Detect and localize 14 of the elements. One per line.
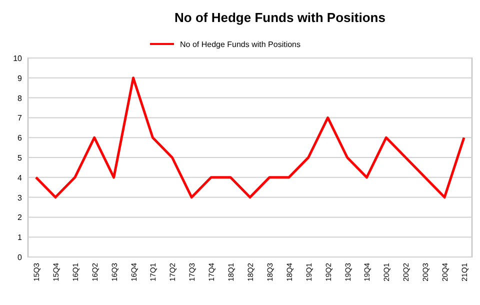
y-tick-label: 1 bbox=[18, 233, 23, 242]
chart-title: No of Hedge Funds with Positions bbox=[174, 10, 386, 25]
y-tick-label: 7 bbox=[18, 114, 23, 123]
y-tick-label: 8 bbox=[18, 94, 23, 103]
y-tick-label: 2 bbox=[18, 213, 23, 222]
y-tick-label: 5 bbox=[18, 154, 23, 162]
legend-label: No of Hedge Funds with Positions bbox=[180, 40, 301, 49]
y-tick-label: 6 bbox=[18, 134, 23, 143]
y-tick-label: 4 bbox=[18, 173, 23, 182]
line-series bbox=[34, 76, 466, 199]
y-tick-label: 3 bbox=[18, 193, 23, 202]
y-tick-label: 9 bbox=[18, 74, 23, 83]
y-tick-label: 0 bbox=[18, 253, 23, 262]
y-tick-label: 10 bbox=[13, 54, 23, 63]
